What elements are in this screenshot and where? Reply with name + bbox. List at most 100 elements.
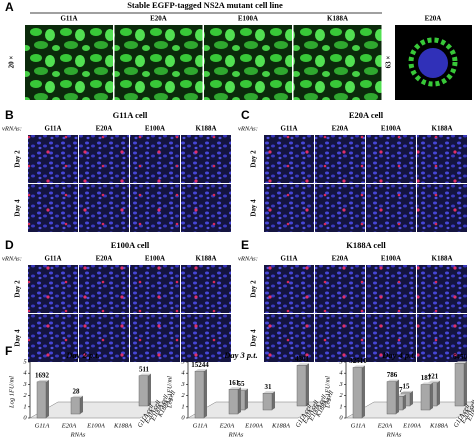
x-tick-label: E100A — [402, 422, 421, 429]
chart-title: Day 3 p.t. — [223, 350, 258, 360]
panel-label: A — [5, 0, 14, 14]
column-label: E100A — [238, 15, 258, 23]
x-tick-label: E20A — [377, 422, 392, 429]
micrograph — [114, 25, 203, 100]
micrograph-signal — [315, 265, 365, 313]
y-tick-label: 3 — [22, 381, 27, 388]
value-label: 161 — [229, 379, 240, 387]
y-tick-label: 0 — [339, 414, 343, 421]
value-label: 32510 — [349, 357, 367, 365]
bar-top — [139, 373, 151, 376]
inset-magnification: 63 × — [385, 56, 393, 69]
column-label: K188A — [327, 15, 348, 23]
column-label: K188A — [432, 125, 453, 133]
column-label: E100A — [381, 125, 401, 133]
row-label: Day 2 — [14, 150, 22, 168]
y-tick-label: 4 — [339, 370, 343, 377]
value-label: 511 — [139, 365, 150, 373]
micrograph-signal — [264, 184, 314, 232]
micrograph-signal — [79, 184, 129, 232]
bar — [36, 381, 47, 419]
micrograph-signal — [28, 314, 78, 362]
column-label: E20A — [96, 125, 113, 133]
micrograph-signal — [181, 135, 231, 183]
inset-nucleus — [418, 48, 448, 78]
bar — [138, 375, 149, 407]
x-tick-label: E100A — [86, 422, 105, 429]
column-label: E20A — [150, 15, 167, 23]
column-label: G11A — [280, 255, 297, 263]
micrograph — [204, 25, 292, 100]
panel-title: K188A cell — [346, 240, 386, 250]
bar-side — [362, 365, 365, 418]
y-tick-label: 1 — [181, 403, 184, 410]
value-label: 15 — [403, 382, 411, 390]
micrograph — [25, 25, 113, 100]
row-label: Day 2 — [14, 280, 22, 298]
micrograph-signal — [315, 314, 365, 362]
column-label: G11A — [44, 125, 61, 133]
panel-label: F — [5, 344, 12, 358]
y-tick-label: 1 — [339, 403, 342, 410]
bar-side — [403, 394, 406, 410]
micrograph-signal — [366, 184, 416, 232]
y-tick-label: 1 — [23, 403, 26, 410]
chart-title: Day 4 p.t. — [381, 350, 416, 360]
chart-title: Day 2 p.t. — [65, 350, 100, 360]
panel-label: D — [5, 238, 14, 252]
bar-top — [229, 387, 241, 390]
bar — [420, 384, 431, 411]
value-label: 28 — [73, 387, 81, 395]
micrograph-signal — [28, 184, 78, 232]
bar-side — [148, 373, 151, 406]
bar — [262, 393, 273, 411]
y-tick-label: 4 — [181, 370, 185, 377]
bar — [194, 370, 205, 419]
x-tick-label: K188A — [429, 422, 448, 429]
bar — [296, 365, 307, 407]
column-label: E100A — [145, 125, 165, 133]
micrograph-signal — [417, 265, 467, 313]
panel-title: E20A cell — [349, 110, 384, 120]
y-tick-label: 0 — [23, 414, 27, 421]
panel-label: C — [241, 108, 250, 122]
y-tick-label: 2 — [181, 392, 185, 399]
y-tick-label: 0 — [181, 414, 185, 421]
column-label: G11A — [44, 255, 61, 263]
micrograph-signal — [417, 184, 467, 232]
y-tick-label: 5 — [23, 358, 27, 365]
micrograph-signal — [79, 265, 129, 313]
column-label: G11A — [60, 15, 77, 23]
micrograph-signal — [181, 184, 231, 232]
micrograph-signal — [264, 265, 314, 313]
bar-top — [353, 365, 365, 368]
row-label: Day 4 — [250, 329, 258, 347]
bar-side — [410, 390, 413, 406]
value-label: 1692 — [35, 371, 50, 379]
value-label: 6450 — [453, 353, 468, 361]
bar-side — [80, 395, 83, 414]
column-label: E20A — [332, 255, 349, 263]
micrograph-signal — [79, 314, 129, 362]
value-label: 15244 — [191, 361, 209, 369]
magnification: 20 × — [8, 56, 16, 69]
y-axis-label: Log 1FU/ml — [324, 376, 331, 409]
column-label: E100A — [145, 255, 165, 263]
micrograph-signal — [130, 265, 180, 313]
micrograph-signal — [264, 314, 314, 362]
bar-side — [430, 382, 433, 410]
bar-side — [396, 379, 399, 414]
value-label: 17 — [396, 386, 404, 394]
x-tick-label: G11A — [193, 422, 208, 429]
value-label: 187 — [421, 374, 432, 382]
micrograph-signal — [130, 184, 180, 232]
micrograph-signal — [264, 135, 314, 183]
y-tick-label: 5 — [339, 358, 343, 365]
bar-top — [37, 379, 49, 382]
inset-title: E20A — [425, 15, 442, 23]
value-label: 4301 — [295, 355, 310, 363]
bar-top — [387, 379, 399, 382]
bar-side — [238, 387, 241, 414]
micrograph-signal — [130, 135, 180, 183]
column-label: E100A — [381, 255, 401, 263]
